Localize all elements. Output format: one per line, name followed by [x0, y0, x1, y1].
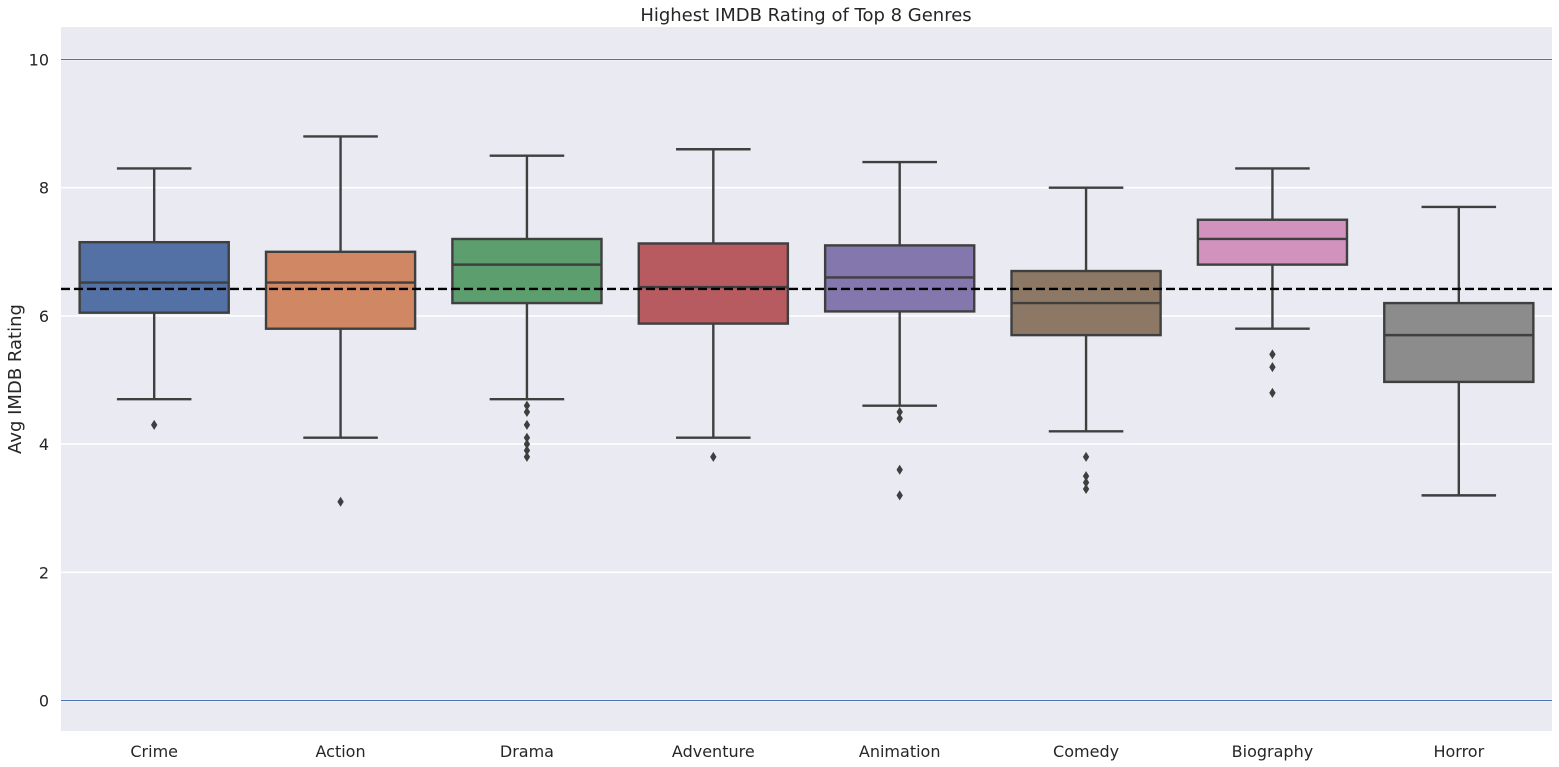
outlier-point — [896, 413, 903, 424]
y-tick-label: 10 — [29, 51, 49, 70]
x-tick-label: Adventure — [672, 742, 755, 761]
outlier-point — [896, 490, 903, 501]
box-horror — [1383, 205, 1535, 497]
box-drama — [451, 154, 603, 462]
outlier-point — [523, 439, 531, 450]
outlier-point — [710, 451, 717, 462]
outlier-point — [1082, 477, 1090, 488]
y-axis-label: Avg IMDB Rating — [5, 304, 26, 454]
x-tick-label: Horror — [1433, 742, 1484, 761]
x-tick-label: Biography — [1232, 742, 1314, 761]
y-tick-label: 6 — [39, 307, 49, 326]
outlier-point — [523, 445, 531, 456]
outlier-point — [1269, 349, 1276, 360]
box-biography — [1196, 167, 1349, 398]
iqr-box — [78, 240, 230, 314]
iqr-box — [1383, 301, 1535, 384]
reference-lines — [61, 59, 1552, 701]
outlier-point — [150, 419, 158, 430]
outlier-point — [523, 432, 531, 443]
iqr-box — [264, 250, 417, 330]
y-tick-label: 2 — [39, 563, 49, 582]
outlier-point — [1082, 451, 1090, 462]
x-axis-ticks: Crime Action Drama Adventure Animation Comedy… — [130, 742, 1484, 761]
iqr-box — [1196, 218, 1349, 266]
chart-title: Highest IMDB Rating of Top 8 Genres — [640, 5, 971, 26]
box-comedy — [1010, 186, 1162, 494]
box-action — [264, 135, 417, 507]
outlier-point — [337, 496, 344, 507]
outlier-point — [523, 407, 531, 418]
boxes-group — [78, 135, 1535, 507]
outlier-point — [896, 407, 903, 418]
outlier-point — [1269, 387, 1276, 398]
x-tick-label: Drama — [500, 742, 554, 761]
outlier-point — [1082, 471, 1090, 482]
x-tick-label: Crime — [130, 742, 178, 761]
outlier-point — [523, 451, 531, 462]
box-animation — [823, 160, 976, 501]
outlier-point — [523, 419, 531, 430]
box-crime — [78, 167, 230, 430]
box-adventure — [637, 148, 790, 462]
iqr-box — [637, 242, 790, 325]
outlier-point — [896, 464, 903, 475]
y-axis-ticks: 0 2 4 6 8 10 — [29, 51, 49, 711]
y-tick-label: 0 — [39, 692, 49, 711]
outlier-point — [1082, 483, 1090, 494]
y-tick-label: 8 — [39, 179, 49, 198]
iqr-box — [451, 237, 603, 305]
x-tick-label: Action — [316, 742, 366, 761]
outlier-point — [523, 400, 531, 411]
x-tick-label: Comedy — [1053, 742, 1119, 761]
x-tick-label: Animation — [859, 742, 941, 761]
y-tick-label: 4 — [39, 435, 49, 454]
outlier-point — [1269, 362, 1276, 373]
plot-background — [61, 27, 1552, 731]
